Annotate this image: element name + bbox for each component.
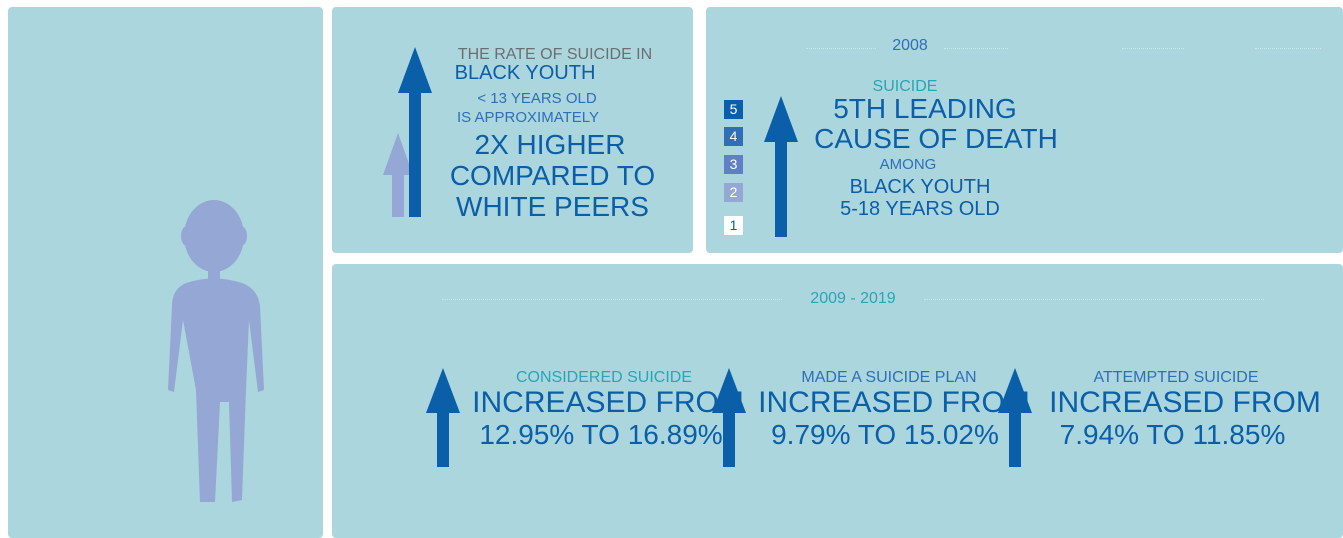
approx-text: IS APPROXIMATELY	[457, 109, 599, 126]
divider-line	[1255, 48, 1321, 49]
divider-line	[944, 48, 1008, 49]
black-youth-text: BLACK YOUTH	[454, 62, 596, 84]
rank-3-box: 3	[724, 155, 743, 174]
among-text: AMONG	[879, 156, 937, 173]
age-text: < 13 YEARS OLD	[477, 90, 597, 107]
considered-increase-text: INCREASED FROM	[472, 386, 744, 419]
considered-suicide-label: CONSIDERED SUICIDE	[515, 369, 693, 386]
white-peers-text: WHITE PEERS	[456, 191, 649, 222]
trend-panel	[332, 264, 1343, 538]
year-2008-label: 2008	[892, 37, 928, 54]
considered-range-text: 12.95% TO 16.89%	[479, 419, 723, 450]
figure-panel	[8, 7, 323, 538]
rank-5-box: 5	[724, 100, 743, 119]
rank-1-box: 1	[724, 216, 743, 235]
fifth-leading-text: 5TH LEADING	[833, 93, 1017, 124]
rank-4-box: 4	[724, 127, 743, 146]
plan-increase-text: INCREASED FROM	[758, 386, 1030, 419]
attempted-increase-text: INCREASED FROM	[1049, 386, 1321, 419]
rate-intro-text: THE RATE OF SUICIDE IN	[457, 46, 653, 63]
year-range-label: 2009 - 2019	[810, 290, 896, 307]
divider-line	[1122, 48, 1184, 49]
divider-line	[924, 299, 1264, 300]
rank-2-box: 2	[724, 183, 743, 202]
divider-line	[442, 299, 782, 300]
attempted-range-text: 7.94% TO 11.85%	[1059, 419, 1286, 450]
black-youth-2008-text: BLACK YOUTH	[849, 176, 991, 198]
two-x-higher-text: 2X HIGHER	[474, 129, 626, 160]
plan-range-text: 9.79% TO 15.02%	[771, 419, 999, 450]
suicide-label: SUICIDE	[872, 78, 938, 95]
cause-of-death-text: CAUSE OF DEATH	[814, 123, 1058, 154]
attempted-suicide-label: ATTEMPTED SUICIDE	[1093, 369, 1259, 386]
divider-line	[806, 48, 876, 49]
suicide-plan-label: MADE A SUICIDE PLAN	[801, 369, 977, 386]
compared-to-text: COMPARED TO	[449, 160, 656, 191]
age-range-text: 5-18 YEARS OLD	[840, 198, 1000, 220]
